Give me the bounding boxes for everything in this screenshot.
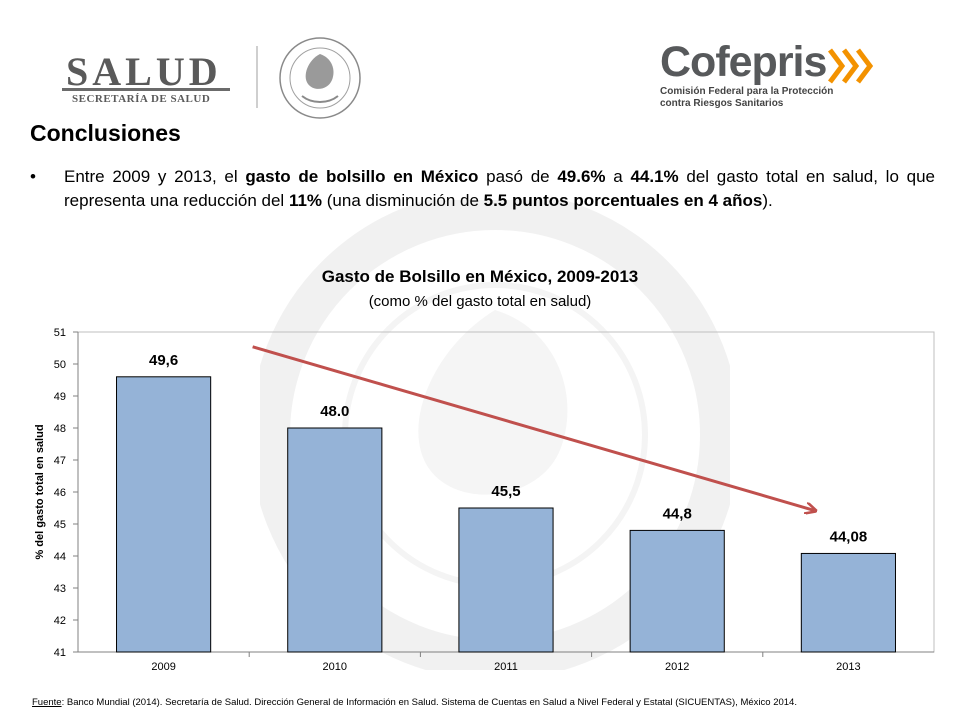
bullet-run: ). [762,191,773,210]
bullet-emphasis: 5.5 puntos porcentuales en 4 años [483,191,763,210]
y-tick-label: 43 [54,583,66,595]
bullet-run: del gasto total en salud, lo que represe… [64,167,935,210]
y-tick-label: 47 [54,455,66,467]
chart-title: Gasto de Bolsillo en México, 2009-2013 [321,267,639,286]
bar-2011 [458,507,554,653]
y-tick-label: 46 [54,487,66,499]
y-tick-label: 51 [54,327,66,339]
cofepris-logo: Cofepris Comisión Federal para la Protec… [660,38,900,122]
bullet-emphasis: 44.1% [630,167,679,186]
chart-subtitle: (como % del gasto total en salud) [368,293,592,310]
salud-logo-rule [62,88,230,91]
x-tick-label: 2010 [323,661,347,673]
bullet-emphasis: 11% [288,191,323,210]
out-of-pocket-chart: Gasto de Bolsillo en México, 2009-2013 (… [0,258,960,688]
bullet-run: pasó de [478,167,558,186]
data-label-2010: 48.0 [320,403,349,420]
y-axis-label: % del gasto total en salud [34,424,46,559]
cofepris-logo-subtitle: Comisión Federal para la Protección cont… [660,86,833,110]
bar-2012 [629,529,725,653]
salud-logo-word: SALUD [66,49,222,94]
trend-arrow [252,345,815,511]
salud-logo: SALUD SECRETARÍA DE SALUD [62,48,252,108]
mexico-coat-of-arms-emblem [279,37,361,119]
y-tick-label: 42 [54,615,66,627]
bullet-run: Entre 2009 y 2013, el [64,167,246,186]
bar-2009 [116,376,212,653]
y-tick-label: 50 [54,359,66,371]
bar-2010 [287,427,383,653]
source-label: Fuente [32,697,62,708]
bullet-run: a [605,167,631,186]
x-tick-label: 2013 [836,661,860,673]
y-tick-label: 44 [54,551,66,563]
x-tick-label: 2011 [494,661,518,673]
x-tick-label: 2012 [665,661,689,673]
source-text: : Banco Mundial (2014). Secretaría de Sa… [61,697,797,708]
y-tick-label: 41 [54,647,66,659]
cofepris-subtitle-line-2: contra Riesgos Sanitarios [660,98,784,109]
cofepris-subtitle-line-1: Comisión Federal para la Protección [660,86,834,97]
bar-2013 [800,552,896,653]
bullet-run: (una disminución de [322,191,484,210]
bullet-emphasis: gasto de bolsillo en México [245,167,479,186]
data-label-2012: 44,8 [663,505,692,522]
chart-plot: 41 42 43 44 45 46 47 48 49 50 51 49,6 2009 48.0 2010 45… [34,327,935,673]
y-tick-label: 45 [54,519,66,531]
salud-logo-subtitle: SECRETARÍA DE SALUD [72,93,211,105]
slide-title: Conclusiones [30,120,181,146]
data-label-2009: 49,6 [149,352,178,369]
bullet-marker: • [30,167,36,186]
logo-divider [256,46,258,108]
data-label-2013: 44,08 [830,528,868,545]
source-note: Fuente: Banco Mundial (2014). Secretaría… [32,697,797,708]
y-tick-label: 49 [54,391,66,403]
y-tick-label: 48 [54,423,66,435]
cofepris-chevron-arrows-icon [828,48,874,84]
cofepris-logo-word: Cofepris [660,38,827,86]
bullet-text: Entre 2009 y 2013, el gasto de bolsillo … [64,165,935,213]
background-seal-watermark [260,200,730,670]
bullet-emphasis: 49.6% [557,167,606,186]
x-tick-label: 2009 [151,661,175,673]
data-label-2011: 45,5 [491,483,520,500]
